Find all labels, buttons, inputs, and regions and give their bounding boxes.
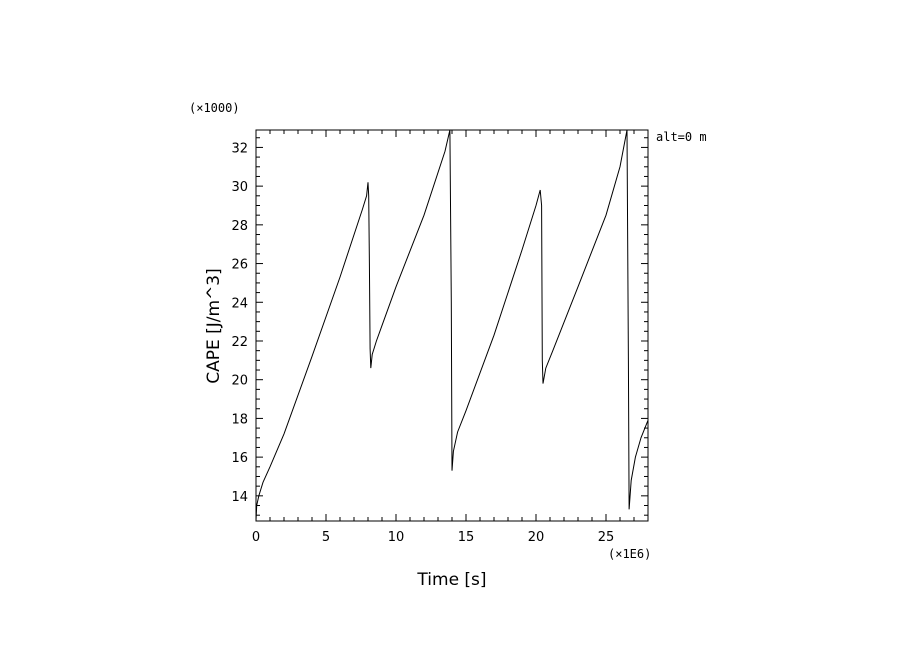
y-tick-label: 26 <box>231 258 248 273</box>
x-tick-label: 15 <box>458 530 475 545</box>
x-multiplier-label: (×1E6) <box>608 547 651 561</box>
y-tick-label: 16 <box>231 451 248 466</box>
y-tick-label: 24 <box>231 296 248 311</box>
axis-ticks <box>255 130 649 521</box>
y-tick-label: 18 <box>231 412 248 427</box>
tick-labels: 0 5 10 15 20 25 14 16 18 20 22 24 26 28 30 32 <box>231 141 614 545</box>
x-axis-title: Time [s] <box>416 570 486 590</box>
y-axis-title: CAPE [J/m^3] <box>204 268 224 384</box>
y-tick-label: 32 <box>231 141 248 156</box>
x-tick-label: 20 <box>528 530 545 545</box>
y-tick-label: 28 <box>231 219 248 234</box>
x-tick-label: 10 <box>388 530 405 545</box>
y-tick-label: 14 <box>231 490 248 505</box>
data-line <box>255 129 649 522</box>
x-tick-label: 5 <box>322 530 330 545</box>
y-tick-label: 20 <box>231 374 248 389</box>
annotation-label: alt=0 m <box>656 130 707 144</box>
y-tick-label: 30 <box>231 180 248 195</box>
x-tick-label: 0 <box>252 530 260 545</box>
y-multiplier-label: (×1000) <box>189 101 240 115</box>
x-tick-label: 25 <box>598 530 615 545</box>
y-tick-label: 22 <box>231 335 248 350</box>
